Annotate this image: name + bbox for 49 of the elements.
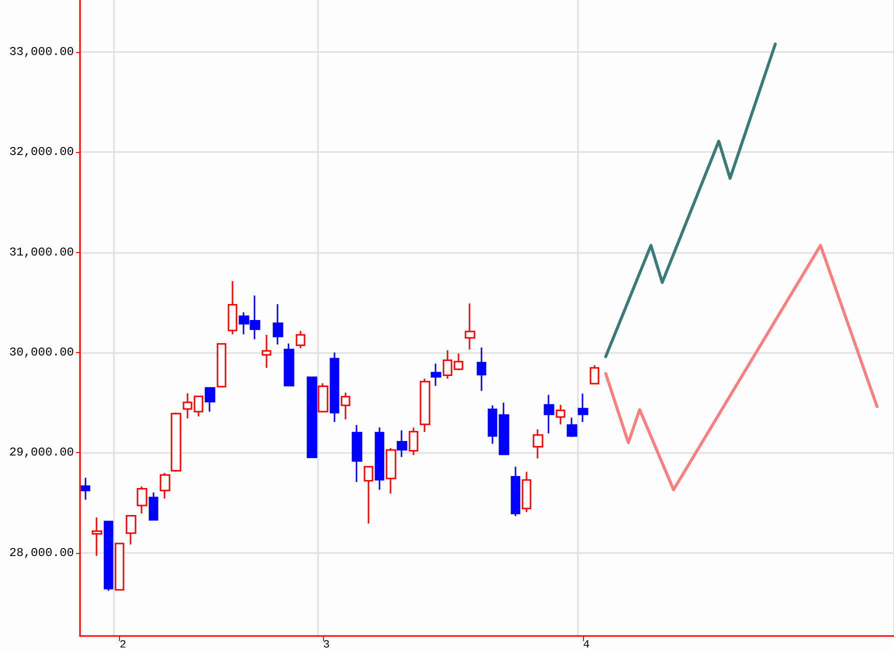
candlestick	[204, 386, 216, 412]
line-series	[604, 244, 879, 492]
y-tick-label: 32,000.00	[9, 145, 74, 160]
candlestick	[170, 412, 182, 472]
y-tick-label: 31,000.00	[9, 245, 74, 260]
candlestick	[386, 447, 396, 494]
candlestick	[296, 330, 306, 349]
candlestick	[216, 343, 226, 388]
candlestick	[318, 382, 328, 412]
candlestick	[566, 416, 578, 438]
candlestick	[464, 302, 476, 350]
candlestick	[352, 424, 362, 483]
candlestick	[114, 542, 124, 591]
candlestick	[104, 520, 114, 592]
candlestick	[340, 392, 350, 420]
candlestick	[80, 477, 90, 501]
candlestick	[306, 376, 318, 458]
candlestick	[160, 472, 170, 500]
candlestick	[92, 516, 102, 557]
candlestick	[408, 426, 418, 456]
candlestick	[590, 364, 600, 386]
candlestick	[578, 392, 588, 423]
x-tick-label: 3	[323, 640, 330, 652]
candlestick	[476, 346, 486, 392]
y-tick-label: 30,000.00	[9, 346, 74, 360]
candlestick	[262, 334, 272, 369]
y-tick-label: 28,000.00	[9, 546, 74, 560]
candlestick	[364, 466, 374, 524]
candlestick	[136, 486, 148, 514]
candlestick	[420, 378, 430, 433]
candlestick	[374, 426, 384, 491]
x-tick-label: 4	[583, 640, 590, 652]
candlestick	[522, 470, 532, 513]
candlestick	[272, 303, 284, 346]
candlestick	[228, 280, 238, 335]
candlestick	[510, 466, 520, 517]
candlestick	[396, 430, 408, 458]
candlestick	[544, 394, 554, 434]
candlestick	[532, 428, 544, 460]
candlestick	[556, 404, 566, 426]
x-tick-label: 2	[120, 640, 126, 652]
y-tick-label: 33,000.00	[9, 45, 74, 60]
candlestick	[148, 492, 158, 521]
y-tick-label: 29,000.00	[9, 446, 74, 460]
line-series	[604, 42, 777, 358]
candlestick	[284, 342, 294, 386]
candlestick	[330, 352, 340, 423]
candlestick	[126, 514, 136, 546]
candlestick	[430, 362, 442, 387]
